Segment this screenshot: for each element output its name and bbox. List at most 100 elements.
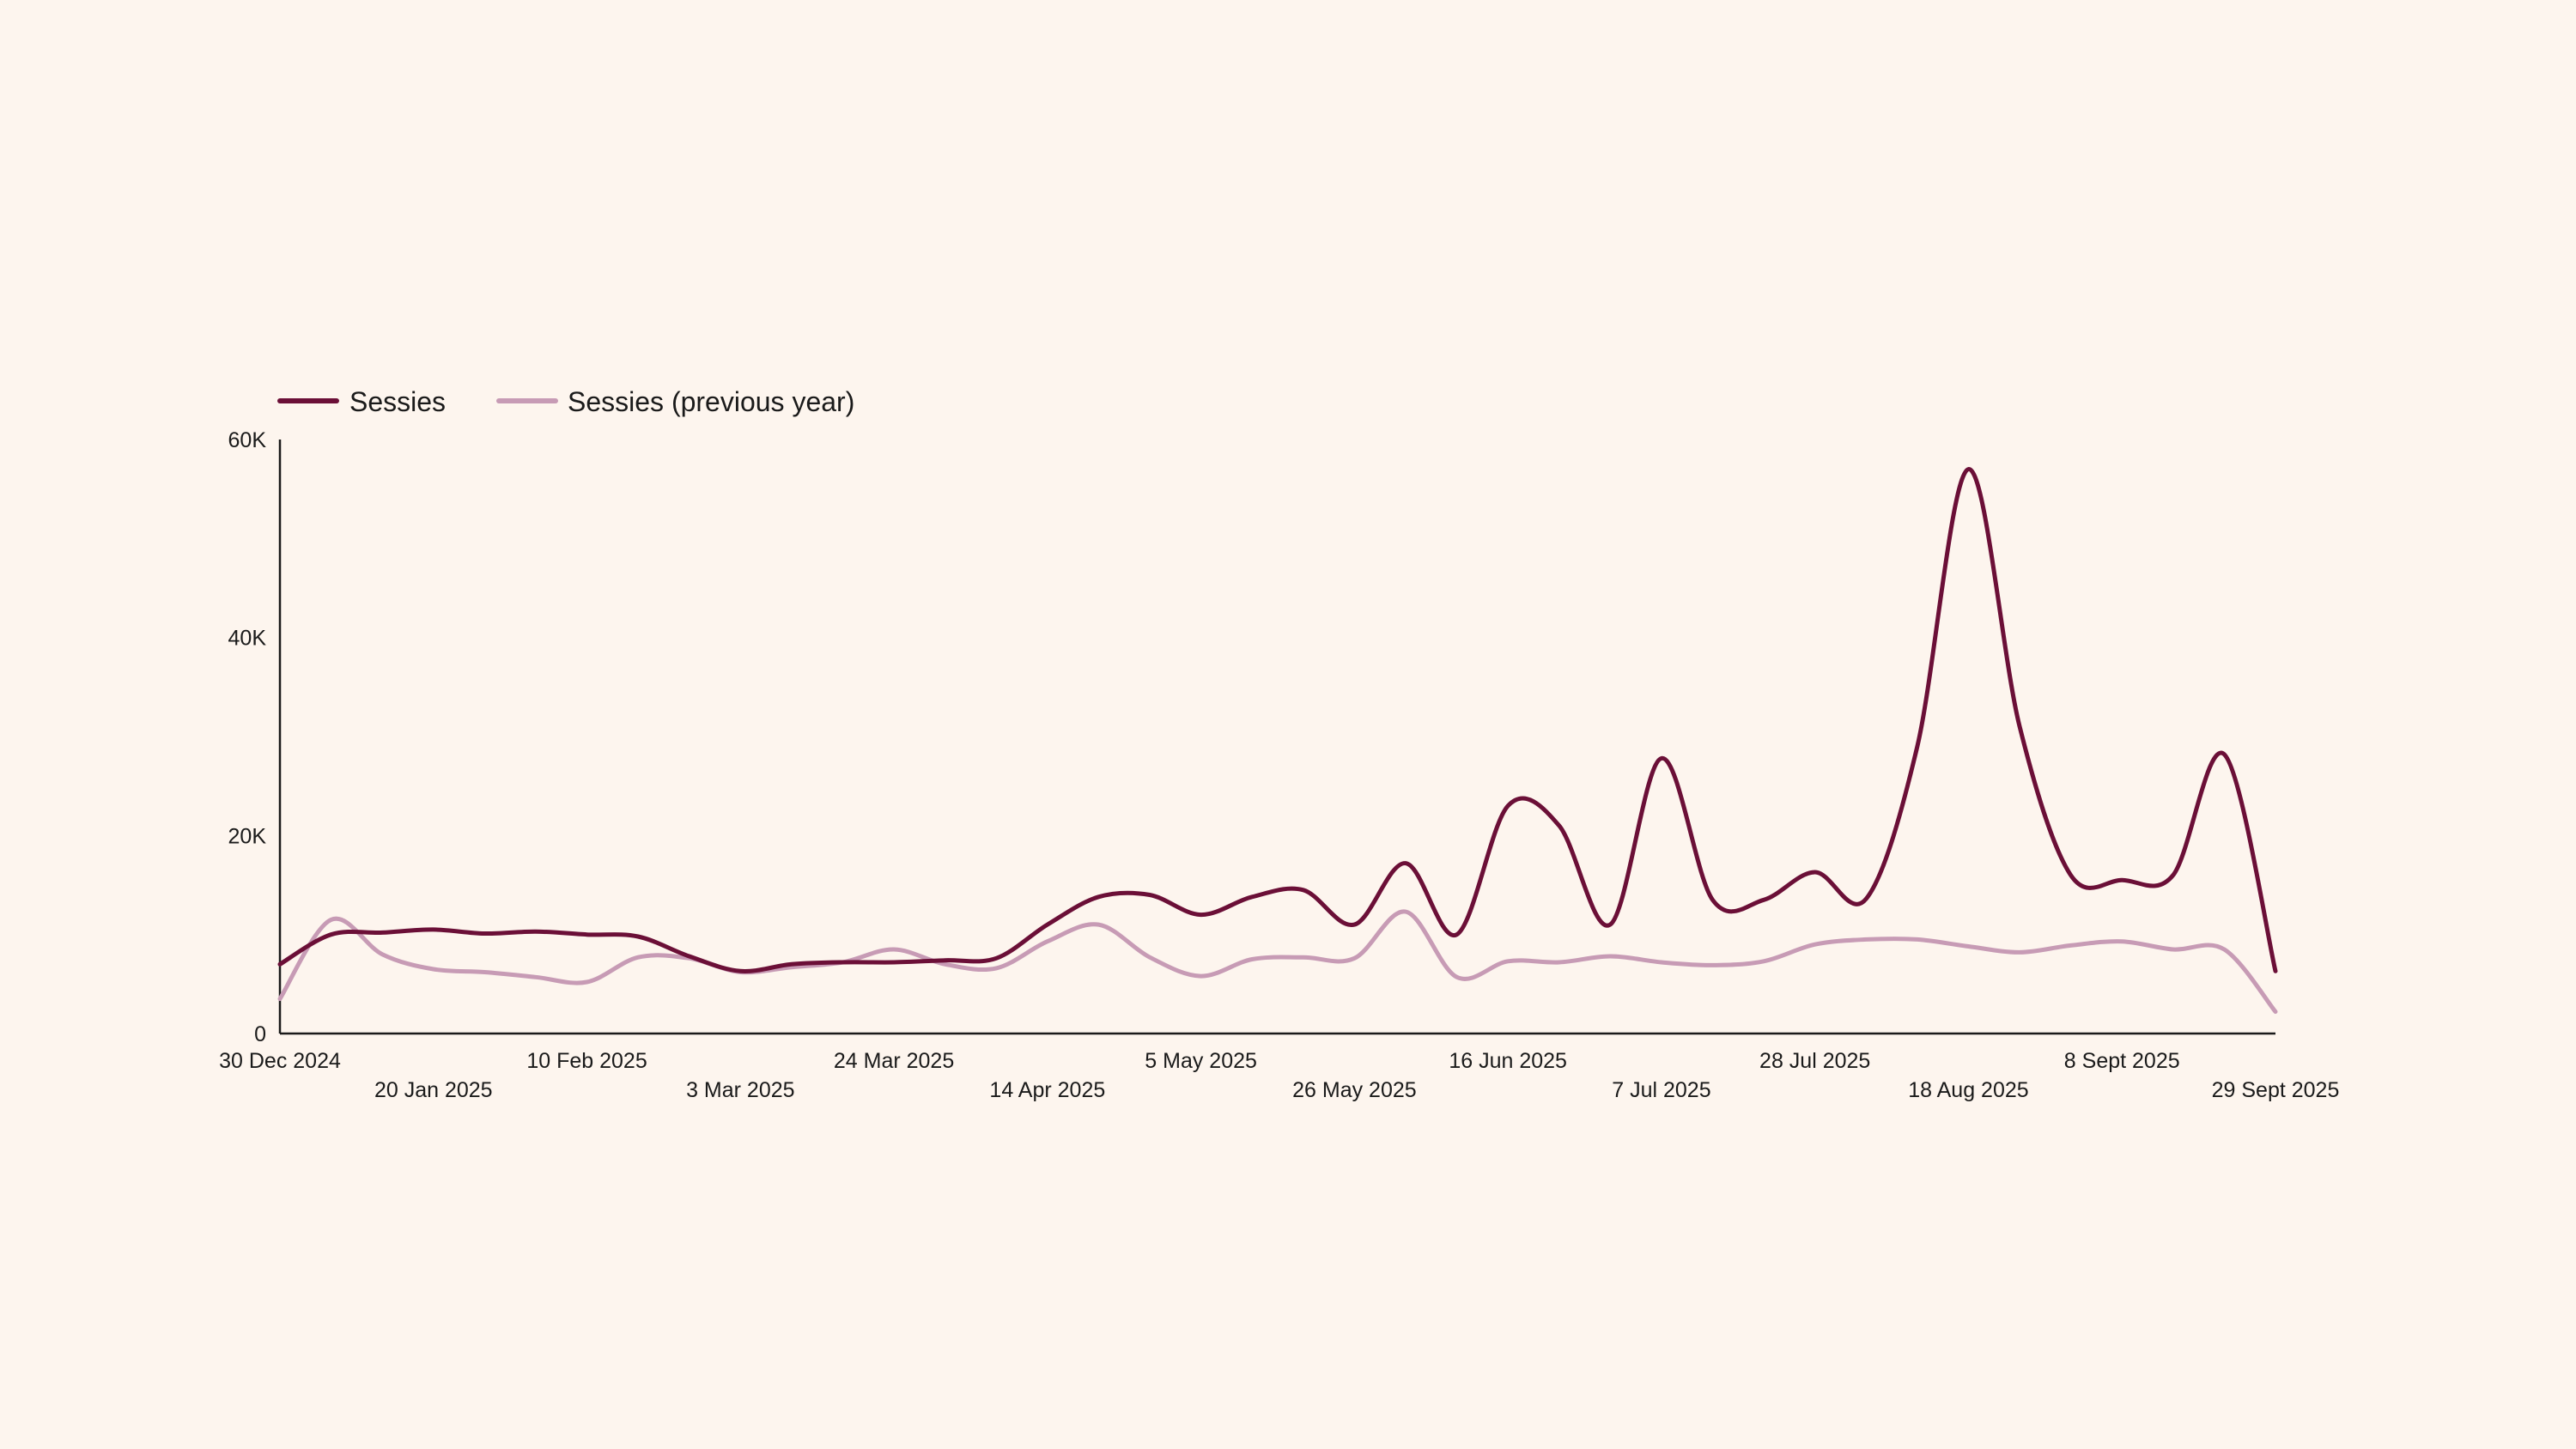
data-point-sessies-previous-year[interactable] [1807,936,1824,953]
data-point-sessies[interactable] [1909,738,1926,755]
data-point-sessies-previous-year[interactable] [1193,967,1210,985]
x-tick-label: 10 Feb 2025 [526,1049,647,1073]
series-sessies-previous-year [271,903,2284,1021]
data-point-sessies[interactable] [835,954,852,971]
x-tick-label: 8 Sept 2025 [2064,1049,2180,1073]
x-tick-label: 29 Sept 2025 [2212,1078,2340,1102]
data-point-sessies-previous-year[interactable] [1909,931,1926,948]
data-point-sessies-previous-year[interactable] [2165,941,2182,958]
data-point-sessies[interactable] [323,926,340,943]
data-point-sessies-previous-year[interactable] [2011,943,2028,961]
y-tick-label: 60K [228,428,267,452]
data-point-sessies[interactable] [681,948,698,965]
data-point-sessies-previous-year[interactable] [1551,954,1568,971]
data-point-sessies[interactable] [2113,871,2130,888]
data-point-sessies-previous-year[interactable] [1601,948,1619,965]
data-point-sessies[interactable] [1499,797,1516,815]
data-point-sessies-previous-year[interactable] [629,949,647,966]
data-point-sessies-previous-year[interactable] [1346,949,1363,967]
data-point-sessies[interactable] [1346,916,1363,933]
y-tick-label: 0 [254,1022,266,1046]
data-point-sessies[interactable] [1653,749,1670,767]
x-tick-label: 3 Mar 2025 [686,1078,794,1102]
data-point-sessies[interactable] [579,926,596,943]
data-point-sessies-previous-year[interactable] [2215,941,2233,958]
data-point-sessies-previous-year[interactable] [323,911,340,928]
data-point-sessies-previous-year[interactable] [1449,968,1466,985]
x-tick-label: 20 Jan 2025 [374,1078,493,1102]
data-point-sessies-previous-year[interactable] [2113,933,2130,950]
data-point-sessies[interactable] [732,962,749,979]
data-point-sessies-previous-year[interactable] [1243,951,1261,968]
data-point-sessies[interactable] [2011,718,2028,736]
legend-item-sessies[interactable]: Sessies [277,386,446,417]
x-tick-label: 26 May 2025 [1292,1078,1417,1102]
x-tick-label: 28 Jul 2025 [1759,1049,1870,1073]
data-point-sessies[interactable] [1090,888,1107,906]
data-point-sessies-previous-year[interactable] [1090,916,1107,933]
data-point-sessies-previous-year[interactable] [1499,953,1516,970]
data-point-sessies-previous-year[interactable] [1704,956,1722,973]
data-point-sessies[interactable] [987,949,1005,967]
x-tick-label: 5 May 2025 [1145,1049,1257,1073]
series-line-sessies[interactable] [277,467,2278,973]
legend-item-sessies-previous-year[interactable]: Sessies (previous year) [496,386,854,417]
legend: Sessies Sessies (previous year) [277,386,854,417]
data-point-sessies-previous-year[interactable] [271,991,289,1008]
y-tick-label: 40K [228,627,267,651]
data-point-sessies[interactable] [476,925,493,943]
data-point-sessies-previous-year[interactable] [425,961,442,978]
y-axis-ticks: 0 20K 40K 60K [228,428,267,1046]
data-point-sessies[interactable] [425,921,442,938]
data-point-sessies[interactable] [629,928,647,945]
data-point-sessies[interactable] [1807,864,1824,881]
data-point-sessies[interactable] [2215,746,2233,763]
data-point-sessies-previous-year[interactable] [1653,954,1670,971]
x-tick-label: 7 Jul 2025 [1612,1078,1710,1102]
data-point-sessies-previous-year[interactable] [1960,938,1978,955]
data-point-sessies[interactable] [1857,890,1874,907]
data-point-sessies[interactable] [1397,855,1414,872]
data-point-sessies[interactable] [2267,962,2284,979]
series-lines [271,461,2284,1021]
x-tick-label: 30 Dec 2024 [219,1049,341,1073]
data-point-sessies-previous-year[interactable] [1141,949,1158,966]
data-point-sessies[interactable] [1295,882,1312,899]
data-point-sessies-previous-year[interactable] [527,968,544,985]
data-point-sessies[interactable] [374,924,391,941]
data-point-sessies-previous-year[interactable] [1857,931,1874,948]
data-point-sessies[interactable] [1601,916,1619,933]
y-tick-label: 20K [228,824,267,848]
data-point-sessies[interactable] [1960,461,1978,478]
data-point-sessies-previous-year[interactable] [1295,949,1312,966]
x-tick-label: 14 Apr 2025 [989,1078,1105,1102]
data-point-sessies[interactable] [1449,926,1466,943]
data-point-sessies-previous-year[interactable] [1039,933,1056,950]
data-point-sessies-previous-year[interactable] [476,964,493,981]
data-point-sessies[interactable] [1243,888,1261,906]
data-point-sessies[interactable] [1755,891,1772,908]
data-point-sessies[interactable] [783,955,800,973]
data-point-sessies[interactable] [2165,867,2182,884]
data-point-sessies[interactable] [2063,867,2080,884]
data-point-sessies-previous-year[interactable] [1755,953,1772,970]
data-point-sessies-previous-year[interactable] [2267,1003,2284,1021]
data-point-sessies[interactable] [1193,906,1210,924]
data-point-sessies[interactable] [1039,916,1056,933]
data-point-sessies-previous-year[interactable] [1397,903,1414,920]
data-point-sessies[interactable] [527,923,544,940]
data-point-sessies[interactable] [885,954,902,971]
data-point-sessies[interactable] [1551,817,1568,834]
data-point-sessies[interactable] [937,952,954,969]
data-point-sessies[interactable] [271,955,289,973]
series-line-sessies-previous-year[interactable] [277,909,2278,1015]
data-point-sessies-previous-year[interactable] [374,946,391,963]
data-point-sessies[interactable] [1704,891,1722,908]
x-tick-label: 16 Jun 2025 [1449,1049,1567,1073]
data-point-sessies[interactable] [1141,887,1158,904]
x-tick-label: 18 Aug 2025 [1908,1078,2028,1102]
data-point-sessies-previous-year[interactable] [2063,937,2080,954]
data-point-sessies-previous-year[interactable] [579,973,596,991]
